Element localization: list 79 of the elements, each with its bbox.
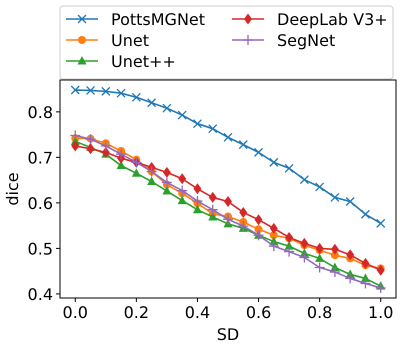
point [86, 86, 96, 96]
y-tick-label: 0.6 [28, 194, 53, 213]
point [330, 192, 340, 202]
point [178, 173, 186, 184]
point [360, 210, 370, 219]
point [238, 140, 248, 150]
y-tick-label: 0.7 [28, 148, 53, 168]
legend-label: Unet [111, 31, 149, 50]
point [361, 258, 370, 269]
point [100, 140, 112, 152]
point [268, 240, 280, 252]
y-axis-title: dice [3, 172, 22, 206]
point [283, 246, 295, 258]
point [192, 204, 202, 214]
point [300, 175, 310, 184]
point [192, 195, 204, 207]
point [176, 184, 188, 196]
point [346, 249, 354, 260]
x-tick-label: 1.0 [368, 303, 394, 322]
point [269, 158, 278, 168]
point [208, 192, 217, 203]
legend-label: DeepLab V3+ [277, 10, 388, 29]
point [238, 220, 249, 232]
point [162, 166, 171, 178]
legend-label: Unet++ [111, 52, 176, 71]
point [101, 86, 110, 96]
y-tick-label: 0.8 [28, 102, 53, 122]
y-tick-label: 0.4 [28, 284, 53, 304]
point [329, 266, 341, 278]
point [162, 104, 172, 113]
point [284, 164, 294, 173]
point [193, 183, 202, 194]
point [330, 244, 339, 255]
x-tick-label: 0.2 [124, 303, 150, 322]
point [178, 196, 187, 204]
point [300, 238, 308, 249]
point [344, 272, 356, 284]
x-axis-title: SD [216, 325, 240, 344]
point [314, 262, 326, 274]
point [161, 176, 173, 188]
x-tick-label: 0.4 [184, 303, 210, 322]
point [208, 124, 218, 134]
x-tick-label: 0.6 [246, 303, 272, 322]
x-tick-label: 0.0 [62, 303, 88, 322]
point [314, 182, 324, 192]
point [192, 119, 202, 128]
x-tick-label: 0.8 [306, 303, 332, 322]
point [86, 143, 95, 154]
point [315, 253, 324, 262]
legend-label: PottsMGNet [111, 10, 206, 29]
legend-label: SegNet [277, 31, 336, 50]
point [223, 132, 233, 142]
point [360, 278, 372, 290]
point [375, 282, 386, 294]
point [178, 110, 187, 120]
point [376, 218, 386, 228]
point [208, 212, 218, 220]
point [254, 148, 264, 158]
point [316, 242, 324, 254]
point [116, 88, 126, 98]
y-tick-label: 0.5 [28, 239, 53, 258]
point [115, 148, 127, 160]
point [207, 204, 218, 216]
point [71, 140, 80, 152]
point [132, 92, 142, 102]
point [147, 176, 156, 185]
point [146, 98, 156, 108]
point [162, 186, 172, 195]
point [70, 85, 80, 95]
point [285, 232, 294, 243]
point [132, 168, 141, 177]
point [298, 252, 310, 264]
point [254, 214, 263, 226]
point [270, 222, 278, 234]
point [70, 130, 81, 142]
point [376, 264, 385, 276]
point [346, 196, 355, 206]
point [239, 206, 248, 218]
point [222, 214, 234, 225]
